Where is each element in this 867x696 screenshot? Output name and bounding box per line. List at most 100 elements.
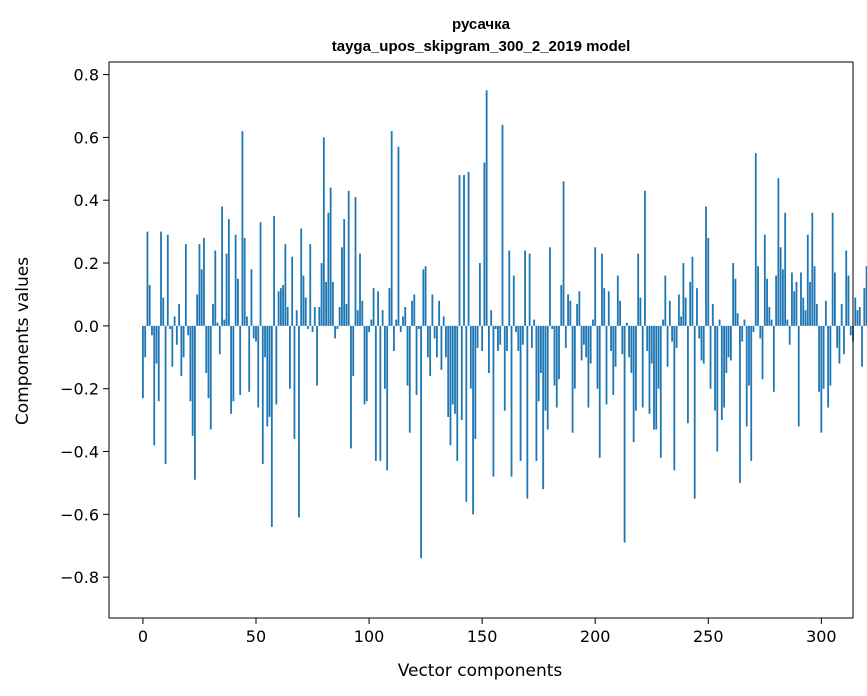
bar <box>268 325 271 417</box>
bar <box>173 316 176 326</box>
bar <box>331 281 334 326</box>
bar <box>677 294 680 326</box>
bar <box>542 325 545 490</box>
bar <box>723 325 726 408</box>
bar <box>517 325 520 351</box>
bar <box>318 307 321 326</box>
bar <box>596 325 599 389</box>
bar <box>616 275 619 326</box>
bar <box>827 325 830 408</box>
bar <box>171 325 174 367</box>
bar <box>180 325 183 377</box>
bar <box>863 288 866 326</box>
bar <box>169 325 171 329</box>
bar <box>641 325 644 408</box>
bar <box>388 288 391 326</box>
bar <box>716 325 719 452</box>
bar <box>655 325 658 430</box>
bar <box>551 325 554 329</box>
bar <box>668 300 671 326</box>
bar <box>325 281 327 326</box>
bar <box>603 288 606 326</box>
bar <box>689 281 692 326</box>
y-tick-label: 0.8 <box>74 66 99 85</box>
bar <box>619 300 621 326</box>
bar <box>657 325 660 389</box>
bar <box>666 325 669 367</box>
bar <box>293 325 296 439</box>
y-tick-label: −0.8 <box>60 568 99 587</box>
bar <box>436 325 438 358</box>
bar <box>447 325 450 417</box>
bar <box>336 325 339 329</box>
bar <box>614 325 617 367</box>
bar <box>490 310 493 326</box>
bar <box>227 219 230 326</box>
bar <box>248 325 251 392</box>
bar <box>155 325 158 364</box>
bar <box>338 307 341 326</box>
bar <box>729 325 732 361</box>
x-tick-label: 50 <box>246 627 266 646</box>
x-axis-ticks: 0 50 100 150 200 250 300 <box>138 618 837 646</box>
bar <box>472 325 474 515</box>
bar <box>594 247 597 326</box>
bar <box>811 212 814 326</box>
bar <box>451 325 454 405</box>
bar <box>612 325 615 395</box>
bar <box>535 325 538 461</box>
bar <box>417 325 420 329</box>
bar <box>840 303 843 326</box>
bar <box>540 325 542 373</box>
bar <box>682 263 685 326</box>
bar <box>189 325 192 402</box>
bar <box>196 294 199 326</box>
bar <box>383 325 386 389</box>
bar <box>637 253 640 326</box>
bar <box>786 319 789 326</box>
bar <box>813 266 816 326</box>
y-tick-label: −0.4 <box>60 443 99 462</box>
bar <box>530 325 533 348</box>
plot-frame <box>108 61 854 619</box>
bar <box>587 325 590 408</box>
bar <box>804 310 807 326</box>
bar <box>766 278 768 326</box>
bar <box>714 325 716 411</box>
chart-title: русачка <box>452 16 511 33</box>
bar <box>537 325 540 402</box>
bar <box>743 319 746 326</box>
bar <box>576 303 579 326</box>
bar <box>295 310 298 326</box>
y-tick-label: −0.6 <box>60 505 99 524</box>
bar <box>259 222 262 326</box>
bar <box>304 297 307 326</box>
bar <box>659 325 662 458</box>
bar <box>580 325 583 361</box>
bar <box>191 325 194 436</box>
bar <box>291 256 294 326</box>
bar <box>359 253 361 326</box>
bar <box>623 325 626 543</box>
bar <box>241 131 244 326</box>
bar <box>209 325 212 430</box>
bar <box>146 231 149 326</box>
bar <box>711 303 714 326</box>
bar <box>406 325 409 386</box>
bar <box>549 247 551 326</box>
bar <box>399 325 402 333</box>
bar <box>352 325 355 377</box>
bar <box>365 325 368 402</box>
bar <box>824 300 827 326</box>
bar <box>829 325 832 386</box>
bar <box>316 325 318 386</box>
bar <box>806 234 809 326</box>
bar <box>408 325 411 433</box>
bar <box>707 237 710 326</box>
bar <box>793 291 796 326</box>
bar <box>856 310 859 326</box>
bar <box>221 206 223 326</box>
bar <box>680 316 683 326</box>
bar <box>497 325 499 351</box>
